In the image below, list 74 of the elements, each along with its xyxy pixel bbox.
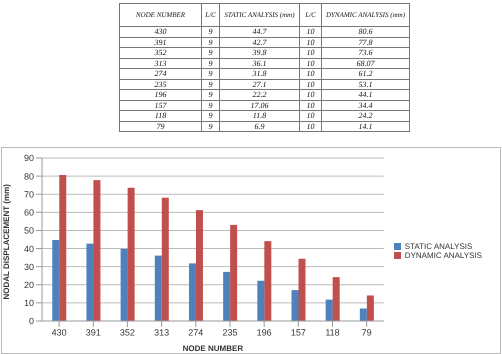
text: 11.8 (220, 110, 300, 121)
x-tick-label: 391 (86, 327, 101, 338)
text: 10 (300, 58, 322, 68)
text: 9 (202, 79, 220, 90)
x-tick-label: 235 (222, 327, 238, 338)
y-tick-label: 0 (28, 316, 34, 326)
text: 80.6 (322, 26, 410, 37)
y-tick-label: 30 (24, 262, 34, 272)
category-label: 313 (154, 58, 166, 68)
text: 17.06 (220, 100, 300, 110)
category-label: 157 (154, 100, 166, 110)
y-tick-label: 20 (24, 280, 34, 290)
text: 10 (300, 90, 322, 100)
text: 10 (300, 121, 322, 132)
text: 36.1 (220, 58, 300, 68)
text: 10 (300, 110, 322, 121)
x-tick-label: 157 (290, 327, 306, 338)
text: 68.07 (322, 58, 410, 68)
text: 6.9 (220, 121, 300, 132)
text: 34.4 (322, 100, 410, 110)
text: 9 (202, 48, 220, 58)
text: 10 (300, 100, 322, 110)
text: 44.1 (322, 90, 410, 100)
text: 9 (202, 121, 220, 132)
text: 42.7 (220, 37, 300, 48)
category-label: 79 (156, 122, 164, 130)
text: 27.1 (220, 79, 300, 90)
x-tick-label: 430 (52, 327, 67, 338)
text: 10 (300, 37, 322, 48)
category-label: 274 (154, 69, 166, 78)
y-axis-title: NODAL DISPLACEMENT (mm) (2, 184, 11, 300)
text: 9 (202, 26, 220, 37)
text: 22.2 (220, 90, 300, 100)
x-tick-label: 118 (325, 327, 340, 338)
x-tick-label: 79 (362, 327, 372, 338)
text: 53.1 (322, 79, 410, 90)
x-axis-title: NODE NUMBER (182, 344, 244, 353)
text: 31.8 (220, 68, 300, 79)
text: 9 (202, 68, 220, 79)
x-tick-label: 196 (256, 327, 272, 338)
category-label: 391 (154, 38, 166, 46)
text: 9 (202, 37, 220, 48)
text: 44.7 (220, 26, 300, 37)
text: 14.1 (322, 121, 410, 132)
text: 73.6 (322, 48, 410, 58)
x-tick-label: 313 (154, 327, 170, 338)
category-label: 196 (154, 90, 166, 99)
category-label: 430 (154, 27, 166, 36)
y-tick-label: 10 (24, 298, 34, 308)
text: 9 (202, 58, 220, 68)
text: 24.2 (322, 110, 410, 121)
x-tick-label: 352 (120, 327, 135, 338)
text: 77.8 (322, 37, 410, 48)
text: 9 (202, 90, 220, 100)
text: 39.8 (220, 48, 300, 58)
x-tick-label: 274 (188, 327, 204, 338)
text: 61.2 (322, 68, 410, 79)
category-label: 118 (154, 111, 166, 120)
y-tick-label: 80 (24, 171, 34, 182)
text: 10 (300, 26, 322, 37)
category-label: 352 (154, 48, 166, 57)
legend-label: DYNAMIC ANALYSIS (404, 250, 482, 260)
y-tick-label: 40 (24, 244, 34, 254)
text: 10 (300, 48, 322, 58)
text: 10 (300, 68, 322, 79)
legend-label: STATIC ANALYSIS (404, 242, 472, 250)
y-tick-label: 50 (24, 226, 34, 236)
y-tick-label: 60 (24, 208, 34, 218)
category-label: 235 (154, 80, 166, 88)
text: 10 (300, 79, 322, 90)
text: 9 (202, 110, 220, 121)
y-tick-label: 70 (24, 189, 34, 200)
text: 9 (202, 100, 220, 110)
y-tick-label: 90 (24, 153, 34, 164)
